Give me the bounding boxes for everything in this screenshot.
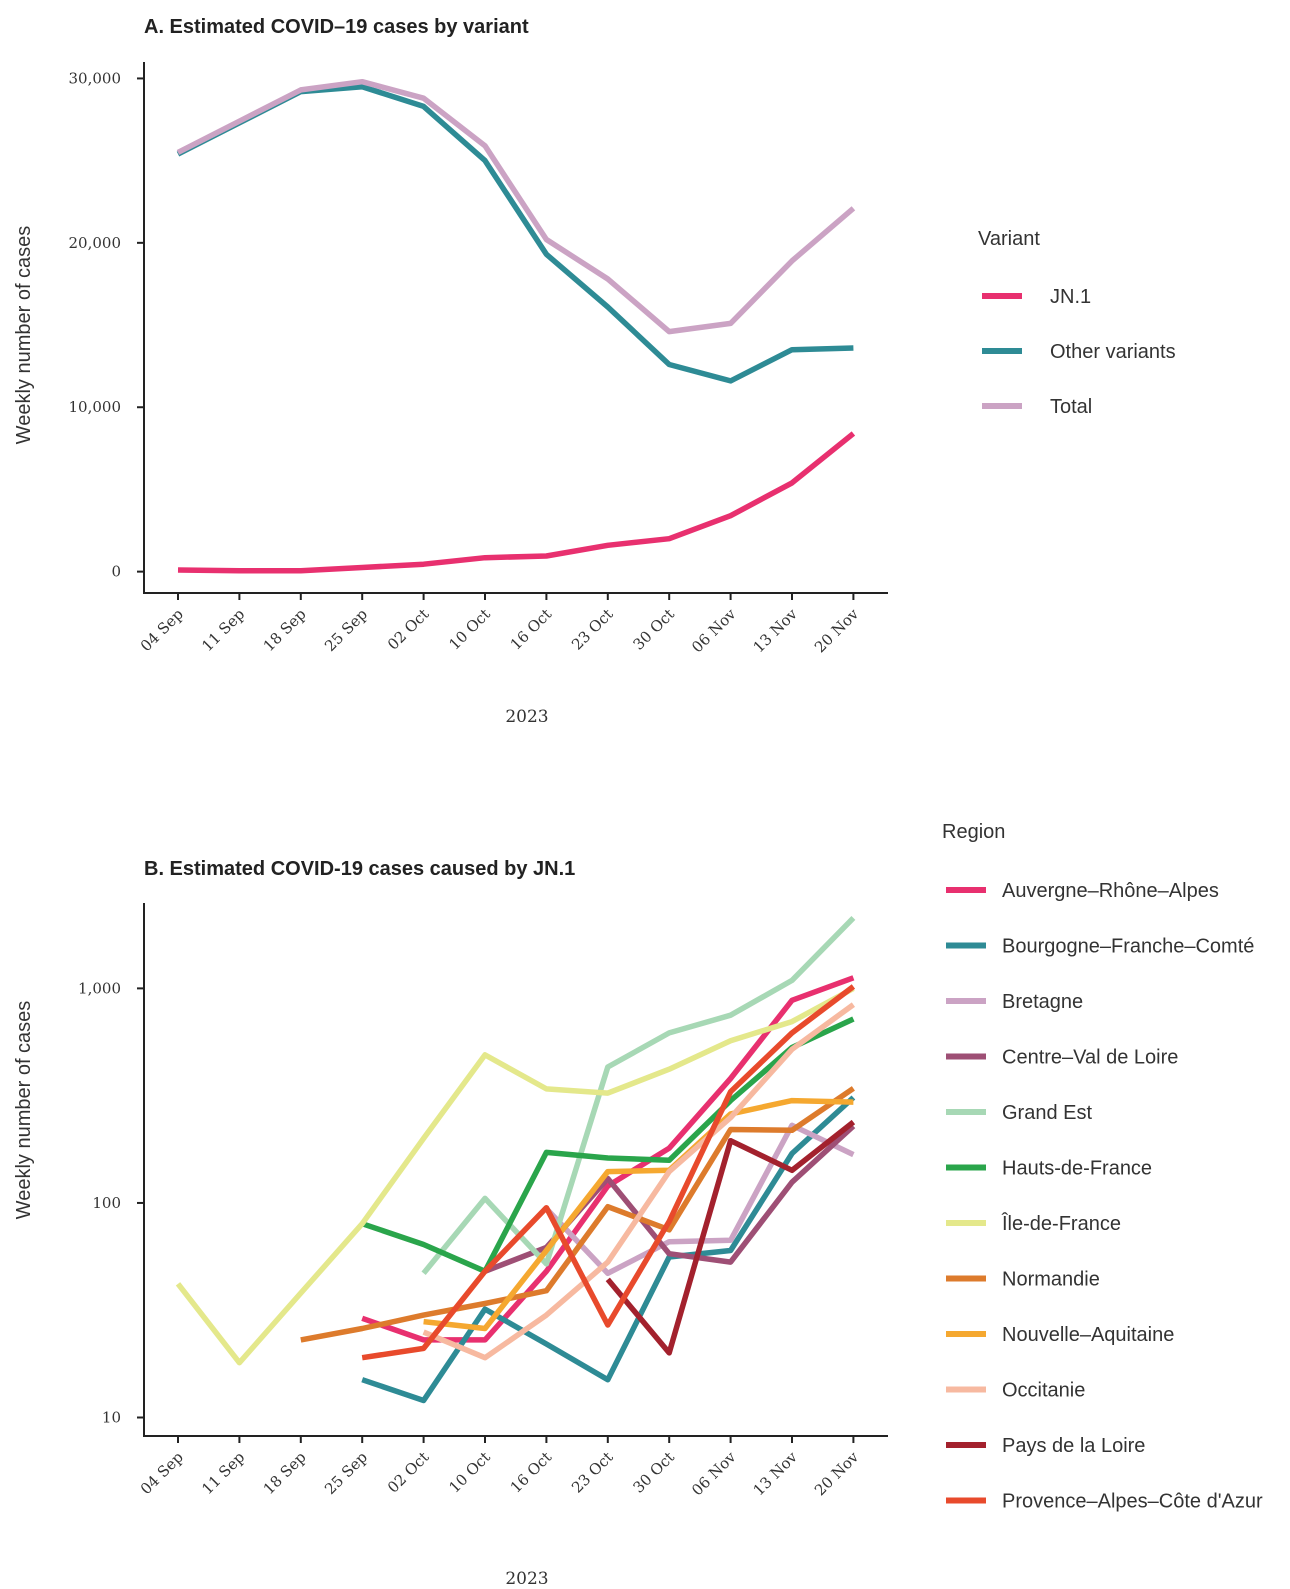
legend-label: Pays de la Loire	[1002, 1435, 1145, 1457]
x-tick-label: 18 Sep	[260, 1448, 310, 1498]
x-tick-label: 23 Oct	[568, 1448, 617, 1497]
legend-item-ile-de-france: Île-de-France	[946, 1212, 1121, 1235]
x-tick-label: 30 Oct	[630, 605, 679, 654]
legend-label: Nouvelle–Aquitaine	[1002, 1324, 1174, 1346]
legend-item-hauts-de-france: Hauts-de-France	[946, 1158, 1152, 1180]
x-tick-label: 02 Oct	[384, 1448, 433, 1497]
panel-a-y-ticks: 0 10,000 20,000 30,000	[69, 69, 144, 581]
x-tick-label: 10 Oct	[445, 1448, 494, 1497]
legend-item-bourgogne-franche-comte: Bourgogne–Franche–Comté	[946, 936, 1254, 958]
y-tick-label: 100	[92, 1194, 121, 1212]
x-tick-label: 04 Sep	[137, 605, 187, 655]
y-tick-label: 1,000	[78, 979, 121, 997]
x-tick-label: 20 Nov	[811, 1448, 863, 1500]
legend-label: Grand Est	[1002, 1102, 1092, 1124]
series-line-other-variants	[176, 83, 854, 384]
x-tick-label: 18 Sep	[260, 605, 310, 655]
legend-label: JN.1	[1050, 286, 1091, 308]
series-line-bourgogne-franche-comte	[361, 1095, 856, 1404]
panel-a-series	[176, 78, 856, 574]
legend-item-occitanie: Occitanie	[946, 1380, 1085, 1402]
panel-a-x-ticks: 04 Sep 11 Sep 18 Sep 25 Sep 02 Oct 10 Oct 16 O…	[137, 593, 863, 656]
x-tick-label: 13 Nov	[750, 1448, 802, 1500]
y-tick-label: 20,000	[69, 234, 122, 252]
panel-a-title: A. Estimated COVID–19 cases by variant	[144, 16, 529, 38]
legend-item-auvergne-rhone-alpes: Auvergne–Rhône–Alpes	[946, 880, 1219, 902]
panel-a-legend: JN.1 Other variants Total	[982, 286, 1176, 418]
x-tick-label: 06 Nov	[688, 605, 740, 657]
legend-item-jn-1: JN.1	[982, 286, 1091, 308]
legend-item-pays-de-la-loire: Pays de la Loire	[946, 1435, 1145, 1457]
panel-a-legend-title: Variant	[978, 228, 1040, 250]
legend-item-normandie: Normandie	[946, 1269, 1100, 1291]
x-tick-label: 16 Oct	[507, 1448, 556, 1497]
series-line-occitanie	[422, 1002, 856, 1361]
series-line-ile-de-france	[175, 985, 855, 1366]
x-tick-label: 20 Nov	[811, 605, 863, 657]
panel-b-y-ticks: 10 100 1,000	[78, 979, 144, 1427]
series-line-jn-1	[177, 431, 856, 574]
series-line-hauts-de-france	[361, 1016, 855, 1275]
legend-label: Total	[1050, 396, 1092, 418]
series-line-grand-est	[421, 915, 856, 1276]
x-tick-label: 23 Oct	[568, 605, 617, 654]
panel-b-y-axis-title: Weekly number of cases	[13, 1001, 35, 1220]
panel-a-x-axis-title: 2023	[505, 707, 548, 727]
series-line-provence-alpes-cote-d-azur	[361, 984, 856, 1361]
legend-item-bretagne: Bretagne	[946, 991, 1083, 1013]
legend-label: Hauts-de-France	[1002, 1158, 1152, 1180]
legend-item-total: Total	[982, 396, 1092, 418]
series-line-pays-de-la-loire	[605, 1119, 856, 1356]
panel-b-series	[175, 915, 856, 1404]
legend-label: Auvergne–Rhône–Alpes	[1002, 880, 1219, 902]
legend-item-other-variants: Other variants	[982, 341, 1176, 363]
y-tick-label: 10,000	[69, 398, 122, 416]
series-line-normandie	[300, 1086, 855, 1343]
series-line-nouvelle-aquitaine	[423, 1097, 854, 1332]
x-tick-label: 11 Sep	[198, 605, 248, 655]
legend-item-provence-alpes-cote-d-azur: Provence–Alpes–Côte d'Azur	[946, 1491, 1263, 1513]
panel-b: B. Estimated COVID-19 cases caused by JN…	[13, 821, 1263, 1589]
x-tick-label: 13 Nov	[750, 605, 802, 657]
legend-label: Centre–Val de Loire	[1002, 1047, 1178, 1069]
x-tick-label: 10 Oct	[445, 605, 494, 654]
legend-label: Other variants	[1050, 341, 1176, 363]
x-tick-label: 06 Nov	[688, 1448, 740, 1500]
legend-label: Occitanie	[1002, 1380, 1085, 1402]
legend-item-grand-est: Grand Est	[946, 1102, 1092, 1124]
panel-a-y-axis-title: Weekly number of cases	[13, 226, 35, 445]
panel-b-legend-title: Region	[942, 821, 1005, 843]
series-line-total	[176, 78, 856, 335]
x-tick-label: 16 Oct	[507, 605, 556, 654]
legend-label: Normandie	[1002, 1269, 1100, 1291]
y-tick-label: 0	[111, 563, 121, 581]
x-tick-label: 30 Oct	[630, 1448, 679, 1497]
panel-a: A. Estimated COVID–19 cases by variant W…	[13, 16, 1176, 727]
y-tick-label: 30,000	[69, 69, 122, 87]
panel-b-title: B. Estimated COVID-19 cases caused by JN…	[144, 858, 575, 880]
y-tick-label: 10	[102, 1409, 121, 1427]
panel-b-legend: Auvergne–Rhône–Alpes Bourgogne–Franche–Co…	[946, 880, 1263, 1513]
x-tick-label: 25 Sep	[321, 605, 371, 655]
legend-label: Bretagne	[1002, 991, 1083, 1013]
panel-b-x-axis-title: 2023	[505, 1569, 548, 1589]
x-tick-label: 11 Sep	[198, 1448, 248, 1498]
legend-item-centre-val-de-loire: Centre–Val de Loire	[946, 1047, 1178, 1069]
x-tick-label: 02 Oct	[384, 605, 433, 654]
x-tick-label: 25 Sep	[321, 1448, 371, 1498]
legend-label: Bourgogne–Franche–Comté	[1002, 936, 1254, 958]
panel-b-x-ticks: 04 Sep 11 Sep 18 Sep 25 Sep 02 Oct 10 Oct 16 O…	[137, 1436, 863, 1499]
legend-item-nouvelle-aquitaine: Nouvelle–Aquitaine	[946, 1324, 1174, 1346]
legend-label: Île-de-France	[1001, 1212, 1121, 1235]
legend-label: Provence–Alpes–Côte d'Azur	[1002, 1491, 1263, 1513]
x-tick-label: 04 Sep	[137, 1448, 187, 1498]
